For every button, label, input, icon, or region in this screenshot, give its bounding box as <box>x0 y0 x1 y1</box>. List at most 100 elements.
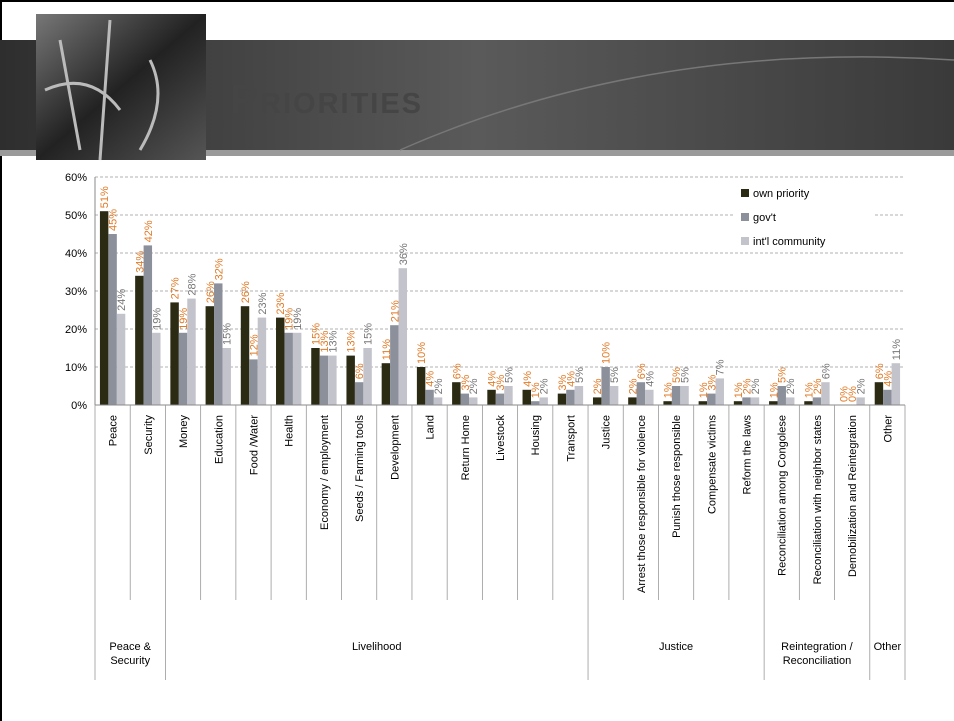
legend-label: own priority <box>753 188 810 200</box>
bar <box>206 306 214 405</box>
x-tick-label: Reform the laws <box>742 415 754 495</box>
bar <box>135 276 143 405</box>
bar <box>434 397 442 405</box>
bar <box>249 359 257 405</box>
bar <box>734 401 742 405</box>
bar <box>628 397 636 405</box>
y-tick-label: 10% <box>65 362 87 374</box>
bar <box>152 333 160 405</box>
x-tick-label: Health <box>284 415 296 447</box>
x-tick-label: Seeds / Farming tools <box>354 415 366 522</box>
value-label: 5% <box>574 367 586 383</box>
bar <box>108 234 116 405</box>
x-tick-label: Reconciliation with neighbor states <box>812 415 824 585</box>
bar <box>311 348 319 405</box>
bar <box>699 401 707 405</box>
header-artwork <box>36 14 206 160</box>
bar <box>320 356 328 405</box>
bar <box>707 394 715 405</box>
bar <box>672 386 680 405</box>
bar <box>504 386 512 405</box>
value-label: 5% <box>503 367 515 383</box>
value-label: 10% <box>416 342 428 364</box>
value-label: 15% <box>222 323 234 345</box>
bar <box>593 397 601 405</box>
bar <box>293 333 301 405</box>
x-tick-label: Security <box>143 415 155 455</box>
x-tick-label: Livestock <box>495 415 507 461</box>
bar <box>284 333 292 405</box>
x-tick-label: Food /Water <box>248 415 260 475</box>
y-tick-label: 30% <box>65 286 87 298</box>
y-tick-label: 20% <box>65 324 87 336</box>
value-label: 28% <box>186 273 198 295</box>
value-label: 23% <box>257 292 269 314</box>
value-label: 2% <box>433 378 445 394</box>
y-tick-label: 60% <box>65 172 87 184</box>
bar <box>558 394 566 405</box>
bar <box>496 394 504 405</box>
bar <box>821 382 829 405</box>
x-tick-label: Peace <box>108 415 120 446</box>
legend-swatch <box>741 213 749 221</box>
value-label: 4% <box>644 371 656 387</box>
bar <box>680 386 688 405</box>
bar <box>645 390 653 405</box>
legend-swatch <box>741 237 749 245</box>
value-label: 2% <box>468 378 480 394</box>
x-tick-label: Reconciliation among Congolese <box>777 415 789 576</box>
value-label: 11% <box>891 339 903 360</box>
bar <box>566 390 574 405</box>
value-label: 2% <box>539 378 551 394</box>
y-tick-label: 0% <box>71 400 87 412</box>
value-label: 13% <box>346 330 358 352</box>
bar <box>751 397 759 405</box>
bar <box>117 314 125 405</box>
value-label: 15% <box>363 323 375 345</box>
x-tick-label: Education <box>213 415 225 464</box>
x-tick-label: Return Home <box>460 415 472 480</box>
bar <box>179 333 187 405</box>
bar <box>222 348 230 405</box>
bar <box>100 211 108 405</box>
bar <box>883 390 891 405</box>
bar <box>258 318 266 405</box>
bar <box>786 397 794 405</box>
x-tick-label: Justice <box>601 415 613 449</box>
value-label: 27% <box>170 277 182 299</box>
x-tick-label: Other <box>882 415 894 443</box>
bar <box>399 268 407 405</box>
value-label: 13% <box>327 330 339 352</box>
bar <box>769 401 777 405</box>
x-tick-label: Housing <box>530 415 542 455</box>
legend-label: int'l community <box>753 236 826 248</box>
value-label: 10% <box>601 342 613 364</box>
y-tick-label: 50% <box>65 210 87 222</box>
x-tick-label: Transport <box>565 415 577 462</box>
bar <box>187 299 195 405</box>
value-label: 2% <box>750 378 762 394</box>
x-tick-label: Land <box>425 415 437 439</box>
value-label: 6% <box>820 363 832 379</box>
x-tick-label: Compensate victims <box>706 415 718 515</box>
bar <box>892 363 900 405</box>
bar <box>346 356 354 405</box>
value-label: 32% <box>213 258 225 280</box>
x-tick-label: Punish those responsible <box>671 415 683 538</box>
y-tick-label: 40% <box>65 248 87 260</box>
bar <box>610 386 618 405</box>
bar <box>328 356 336 405</box>
bar <box>742 397 750 405</box>
x-tick-label: Demobilization and Reintegration <box>847 415 859 577</box>
x-tick-label: Economy / employment <box>319 415 331 530</box>
bar <box>363 348 371 405</box>
value-label: 2% <box>785 378 797 394</box>
bar <box>575 386 583 405</box>
value-label: 24% <box>116 289 128 311</box>
group-label: Reintegration / Reconciliation <box>766 640 868 668</box>
bar <box>716 378 724 405</box>
bar <box>355 382 363 405</box>
group-label: Justice <box>590 640 762 654</box>
legend-swatch <box>741 189 749 197</box>
bar <box>531 401 539 405</box>
